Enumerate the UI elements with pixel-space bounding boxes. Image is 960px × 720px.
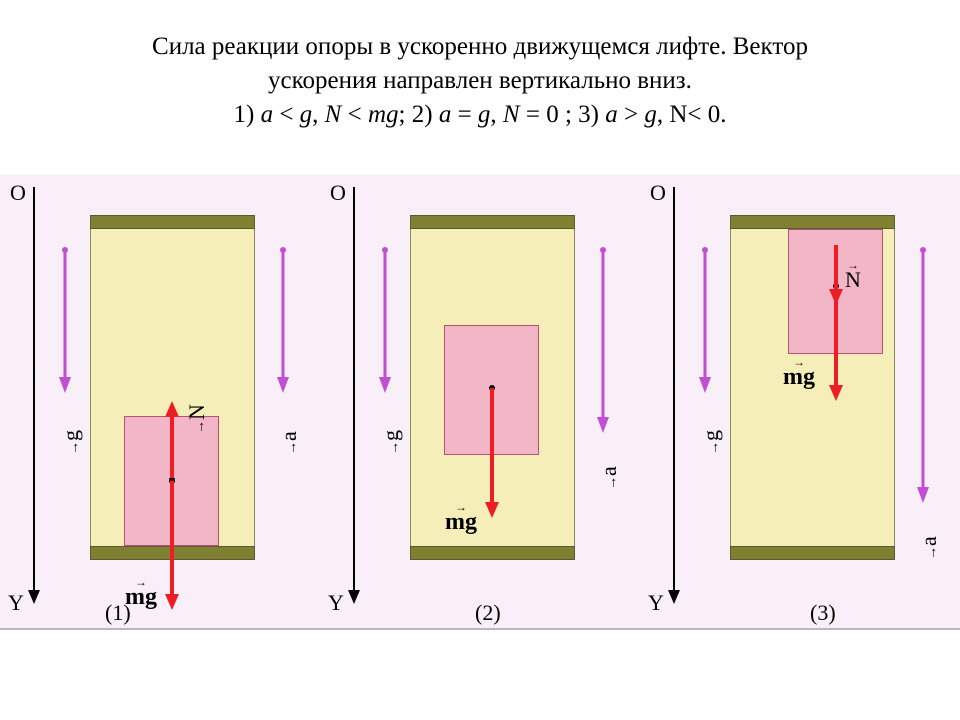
elevator-2 — [410, 215, 575, 560]
axis-line — [33, 197, 35, 592]
title-line-1: Сила реакции опоры в ускоренно движущемс… — [152, 33, 808, 60]
axis-line-3 — [673, 197, 675, 592]
axis-label-O-2: O — [330, 180, 346, 206]
diagram-area: O Y →g →N — [0, 175, 960, 630]
shaft-rail-bottom-2 — [410, 546, 575, 560]
a-vector-label-2: →a — [596, 466, 622, 490]
axis-label-Y-2: Y — [328, 590, 344, 616]
mg-label-2: →mg — [445, 505, 477, 536]
axis-arrow-down-2 — [348, 590, 360, 604]
axis-top-tick-3 — [673, 187, 675, 197]
panel-1: O Y →g →N — [0, 175, 320, 630]
axis-top-tick — [33, 187, 35, 197]
axis-label-O-3: O — [650, 180, 666, 206]
shaft-rail-top — [90, 215, 255, 229]
caption-3: (3) — [810, 600, 836, 626]
mg-vector-3 — [826, 286, 846, 401]
caption-2: (2) — [475, 600, 501, 626]
title-line-2: ускорения направлен вертикально вниз. — [268, 67, 692, 94]
axis-label-O: O — [10, 180, 26, 206]
N-label-3: →N — [845, 263, 861, 293]
g-vector-label-2: →g — [378, 430, 404, 455]
title-line-3: 1) a < g, N < mg; 2) a = g, N = 0 ; 3) a… — [233, 101, 726, 128]
g-vector-label-3: →g — [698, 430, 724, 455]
axis-arrow-down-3 — [668, 590, 680, 604]
caption-1: (1) — [105, 600, 131, 626]
g-vector-arrow — [50, 245, 80, 395]
panel-3: O Y →g →N — [640, 175, 960, 630]
axis-arrow-down — [28, 590, 40, 604]
shaft-rail-top-3 — [730, 215, 895, 229]
a-vector-arrow-3 — [908, 245, 938, 505]
a-vector-label-1: →a — [276, 431, 302, 455]
g-vector-label: →g — [58, 430, 84, 455]
axis-line-2 — [353, 197, 355, 592]
title-block: Сила реакции опоры в ускоренно движущемс… — [0, 0, 960, 141]
a-vector-arrow-1 — [268, 245, 298, 395]
shaft-rail-bottom-3 — [730, 546, 895, 560]
shaft-rail-top-2 — [410, 215, 575, 229]
mg-vector-2 — [482, 388, 502, 518]
g-vector-arrow-3 — [690, 245, 720, 395]
axis-label-Y-3: Y — [648, 590, 664, 616]
g-vector-arrow-2 — [370, 245, 400, 395]
mg-vector-1 — [162, 478, 182, 610]
N-vector-1 — [162, 401, 182, 481]
elevator-1: →N — [90, 215, 255, 560]
axis-top-tick-2 — [353, 187, 355, 197]
mg-label-3: →mg — [783, 360, 815, 391]
a-vector-arrow-2 — [588, 245, 618, 435]
panel-2: O Y →g →mg →a — [320, 175, 640, 630]
axis-label-Y: Y — [8, 590, 24, 616]
N-label-1: →N — [184, 404, 210, 434]
a-vector-label-3: →a — [916, 536, 942, 560]
